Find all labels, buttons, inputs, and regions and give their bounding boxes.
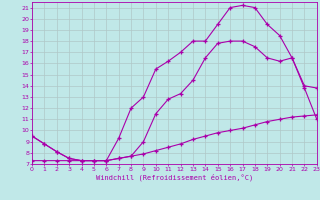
X-axis label: Windchill (Refroidissement éolien,°C): Windchill (Refroidissement éolien,°C)	[96, 173, 253, 181]
